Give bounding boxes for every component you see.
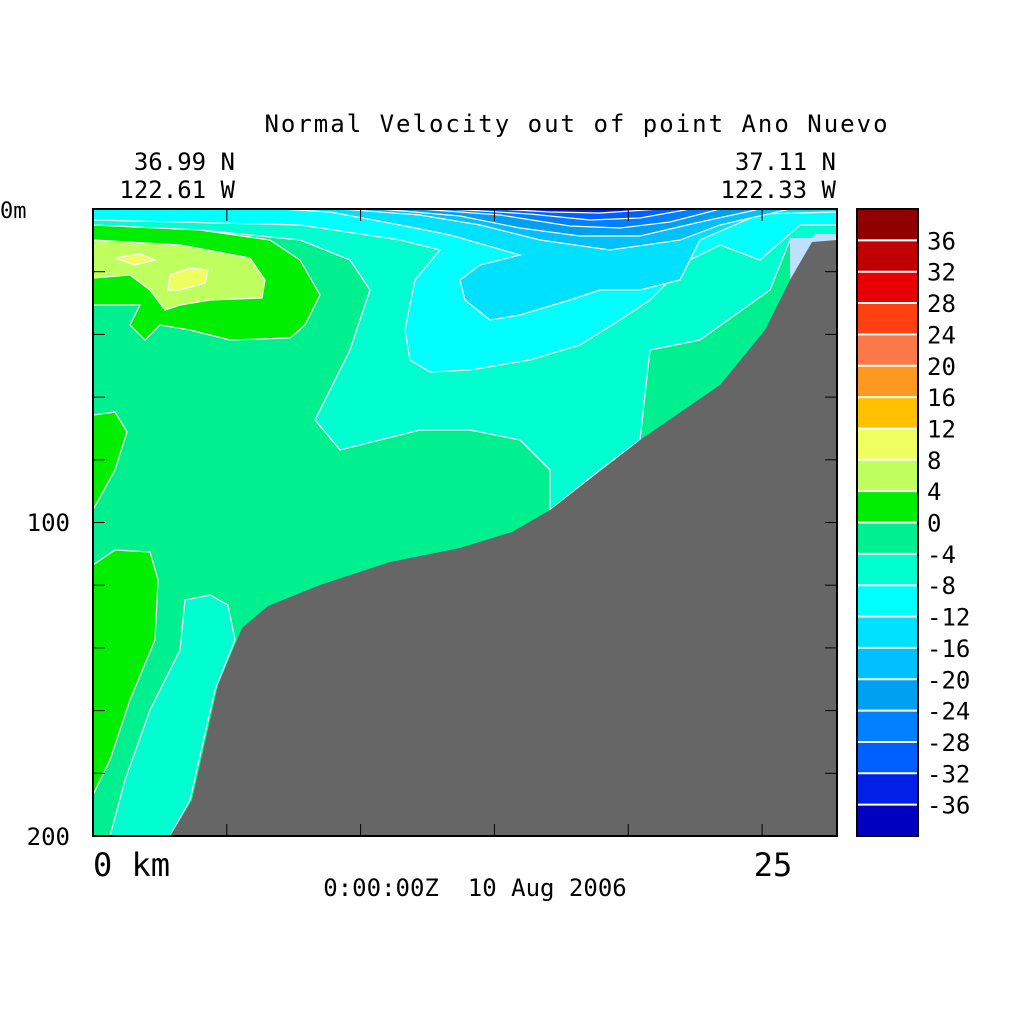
end-lon: 122.33 W (720, 176, 836, 204)
y-tick-label-200: 200 (27, 823, 70, 851)
axes (92, 208, 838, 837)
colorbar-swatch (857, 679, 918, 711)
colorbar-label: 0 (927, 510, 941, 538)
colorbar-label: -24 (927, 698, 970, 726)
colorbar-swatch (857, 397, 918, 429)
contour-band-0-4-mid (93, 411, 128, 511)
colorbar-swatch (857, 522, 918, 554)
colorbar-label: 4 (927, 478, 941, 506)
colorbar-swatch (857, 209, 918, 241)
colorbar-label: 24 (927, 321, 956, 349)
y-tick-label-0: 0m (0, 199, 27, 224)
colorbar-label: 36 (927, 227, 956, 255)
start-lon: 122.61 W (119, 176, 235, 204)
colorbar: 36 32 28 24 20 16 12 8 4 0 -4 -8 -12 -16 -20 -24 -28 -32 -… (856, 208, 970, 837)
contour-band--32--28 (449, 209, 691, 221)
colorbar-swatch (857, 240, 918, 272)
contour-band-0-4-lower (93, 549, 159, 796)
colorbar-label: -20 (927, 666, 970, 694)
colorbar-label: 16 (927, 384, 956, 412)
colorbar-swatch (857, 303, 918, 335)
plot-area (93, 209, 837, 836)
colorbar-label: -8 (927, 572, 956, 600)
colorbar-frame (856, 208, 919, 837)
colorbar-swatch (857, 585, 918, 617)
colorbar-swatch (857, 773, 918, 805)
colorbar-swatch (857, 428, 918, 460)
contour-band-8-12-b (167, 267, 209, 291)
contour-band-8-12-a (114, 253, 157, 266)
colorbar-label: -12 (927, 604, 970, 632)
colorbar-swatch (857, 553, 918, 586)
colorbar-label: 12 (927, 415, 956, 443)
contour-band--8--4-lower (109, 594, 236, 836)
end-lat: 37.11 N (735, 148, 836, 176)
colorbar-swatch (857, 459, 918, 492)
colorbar-swatch (857, 647, 918, 680)
colorbar-swatch (857, 710, 918, 742)
colorbar-swatch (857, 804, 918, 836)
x-tick-label-25: 25 (754, 846, 793, 884)
colorbar-label: 28 (927, 290, 956, 318)
colorbar-label: -28 (927, 729, 970, 757)
colorbar-label: 8 (927, 447, 941, 475)
timestamp: 0:00:00Z 10 Aug 2006 (323, 874, 626, 902)
colorbar-swatch (857, 491, 918, 523)
colorbar-label: 32 (927, 259, 956, 287)
y-tick-label-100: 100 (27, 509, 70, 537)
chart-title: Normal Velocity out of point Ano Nuevo (264, 110, 889, 138)
land-mask (170, 240, 837, 836)
colorbar-label: -32 (927, 760, 970, 788)
colorbar-swatch (857, 271, 918, 304)
colorbar-swatch (857, 334, 918, 366)
colorbar-label: -36 (927, 792, 970, 820)
x-tick-label-0: 0 km (93, 846, 170, 884)
colorbar-swatch (857, 365, 918, 398)
colorbar-label: -16 (927, 635, 970, 663)
colorbar-label: -4 (927, 541, 956, 569)
start-lat: 36.99 N (134, 148, 235, 176)
colorbar-swatch (857, 741, 918, 774)
colorbar-swatch (857, 616, 918, 648)
colorbar-label: 20 (927, 353, 956, 381)
